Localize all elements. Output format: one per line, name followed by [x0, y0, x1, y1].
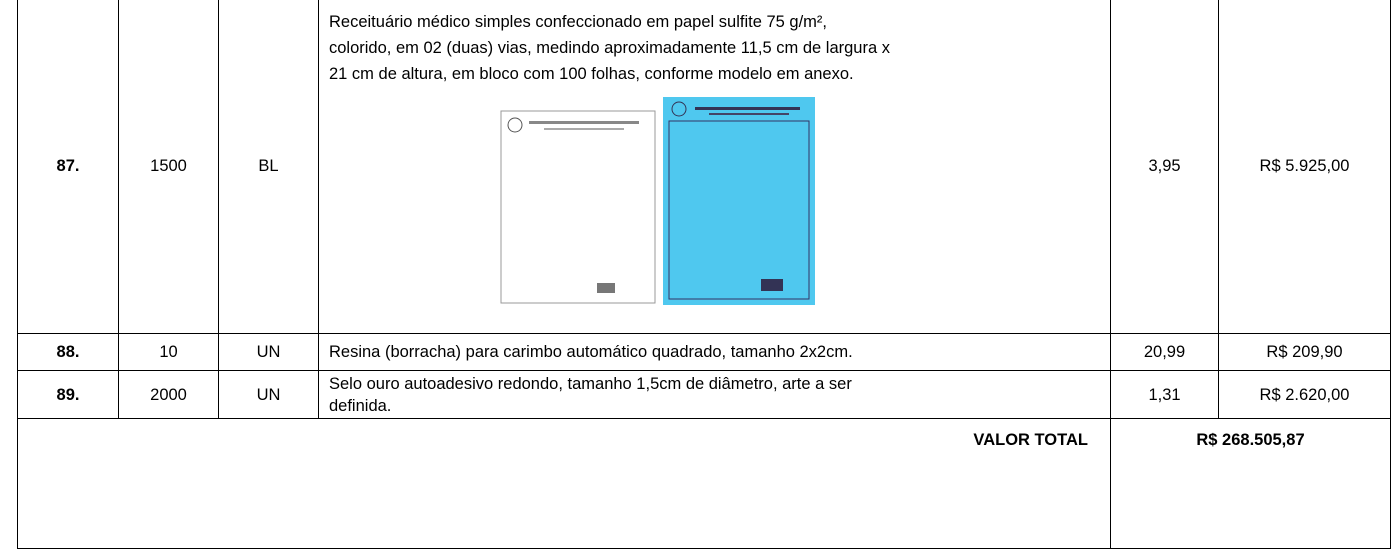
items-table: 87. 1500 BL Receituário médico simples c… [17, 0, 1391, 549]
description: Resina (borracha) para carimbo automátic… [318, 333, 1111, 371]
description-line: Resina (borracha) para carimbo automátic… [329, 343, 853, 361]
page: {"table": {"rows": [ {"item": "87.", "qu… [17, 0, 1391, 549]
description-line: colorido, em 02 (duas) vias, medindo apr… [329, 39, 890, 57]
unit-price: 3,95 [1110, 0, 1219, 334]
row: 88. 10 UN Resina (borracha) para carimbo… [17, 333, 1391, 371]
unit: UN [218, 333, 319, 371]
description-line: definida. [329, 396, 392, 415]
row: 87. 1500 BL Receituário médico simples c… [17, 0, 1391, 334]
total-row: VALOR TOTAL R$ 268.505,87 [17, 418, 1391, 549]
quantity: 1500 [118, 0, 219, 334]
unit-price: 20,99 [1110, 333, 1219, 371]
description-line: Receituário médico simples confeccionado… [329, 13, 827, 31]
quantity: 10 [118, 333, 219, 371]
row: 89. 2000 UN Selo ouro autoadesivo redond… [17, 370, 1391, 419]
item-number: 89. [17, 370, 119, 419]
unit: BL [218, 0, 319, 334]
item-number: 88. [17, 333, 119, 371]
item-number: 87. [17, 0, 119, 334]
total-label: VALOR TOTAL [17, 418, 1111, 549]
prescription-pad-image [500, 97, 815, 305]
total: R$ 5.925,00 [1218, 0, 1391, 334]
total-value: R$ 268.505,87 [1110, 418, 1391, 549]
description-line: 21 cm de altura, em bloco com 100 folhas… [329, 65, 854, 83]
quantity: 2000 [118, 370, 219, 419]
description: Receituário médico simples confeccionado… [318, 0, 1111, 334]
total: R$ 2.620,00 [1218, 370, 1391, 419]
total: R$ 209,90 [1218, 333, 1391, 371]
unit-price: 1,31 [1110, 370, 1219, 419]
unit: UN [218, 370, 319, 419]
description-line: Selo ouro autoadesivo redondo, tamanho 1… [329, 374, 852, 393]
description: Selo ouro autoadesivo redondo, tamanho 1… [318, 370, 1111, 419]
